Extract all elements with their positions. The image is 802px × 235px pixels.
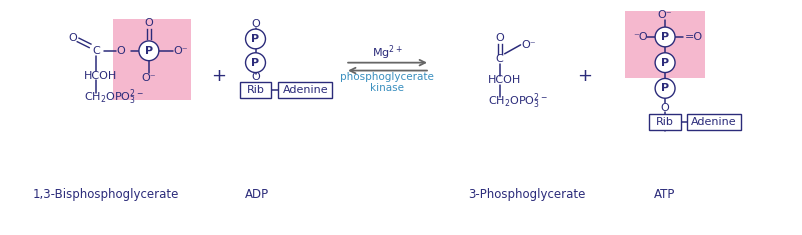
- Text: 1,3-Bisphosphoglycerate: 1,3-Bisphosphoglycerate: [33, 188, 179, 201]
- Bar: [278, 82, 332, 98]
- Text: C: C: [495, 54, 503, 64]
- Text: O: O: [660, 103, 669, 113]
- Text: O⁻: O⁻: [141, 74, 156, 83]
- Bar: [239, 82, 271, 98]
- Bar: [113, 19, 191, 100]
- Text: P: P: [660, 58, 668, 68]
- Text: ADP: ADP: [244, 188, 268, 201]
- Text: P: P: [251, 58, 259, 68]
- Circle shape: [654, 53, 674, 73]
- Text: O: O: [251, 72, 260, 82]
- Text: O⁻: O⁻: [521, 40, 536, 50]
- Text: Adenine: Adenine: [691, 117, 735, 127]
- Text: CH$_2$OPO$_3^{2-}$: CH$_2$OPO$_3^{2-}$: [487, 91, 547, 111]
- Text: O: O: [251, 19, 260, 29]
- Text: ATP: ATP: [654, 188, 675, 201]
- Text: P: P: [251, 34, 259, 44]
- Text: +: +: [576, 67, 591, 85]
- Circle shape: [245, 29, 265, 49]
- Text: CH$_2$OPO$_3^{2-}$: CH$_2$OPO$_3^{2-}$: [84, 87, 144, 107]
- Circle shape: [654, 78, 674, 98]
- Text: ⁻O: ⁻O: [632, 32, 646, 42]
- Text: Adenine: Adenine: [282, 85, 328, 95]
- Bar: [625, 11, 704, 78]
- Text: Rib: Rib: [246, 85, 264, 95]
- Circle shape: [245, 53, 265, 73]
- Text: O: O: [116, 46, 125, 56]
- Bar: [687, 114, 740, 130]
- Circle shape: [139, 41, 159, 61]
- Text: HCOH: HCOH: [84, 70, 117, 81]
- Text: +: +: [211, 67, 226, 85]
- Text: Mg$^{2+}$: Mg$^{2+}$: [371, 43, 402, 62]
- Text: O⁻: O⁻: [173, 46, 188, 56]
- Text: O: O: [69, 33, 78, 43]
- Text: O: O: [495, 33, 504, 43]
- Text: P: P: [660, 32, 668, 42]
- Text: P: P: [660, 83, 668, 93]
- Text: O: O: [144, 18, 153, 28]
- Text: O⁻: O⁻: [657, 10, 671, 20]
- Text: =O: =O: [684, 32, 703, 42]
- Text: 3-Phosphoglycerate: 3-Phosphoglycerate: [468, 188, 585, 201]
- Text: C: C: [92, 46, 99, 56]
- Bar: [648, 114, 680, 130]
- Text: P: P: [144, 46, 152, 56]
- Text: phosphoglycerate
kinase: phosphoglycerate kinase: [340, 72, 433, 93]
- Text: Rib: Rib: [655, 117, 673, 127]
- Circle shape: [654, 27, 674, 47]
- Text: HCOH: HCOH: [487, 75, 520, 86]
